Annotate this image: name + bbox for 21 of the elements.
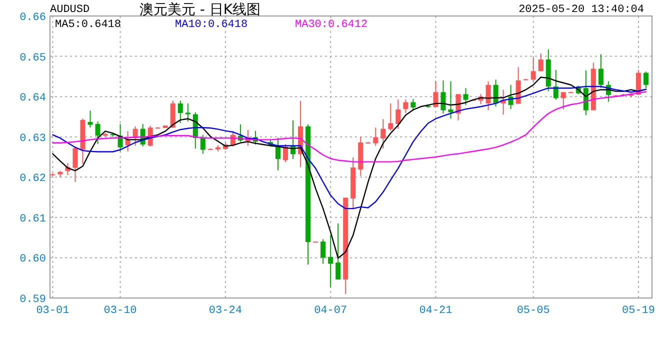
y-tick-label: 0.59 <box>20 294 46 306</box>
x-tick-label: 03-01 <box>36 305 70 317</box>
y-axis-title: AUDUSD <box>50 4 90 16</box>
annotation: 2025-05-20 13:40:04 <box>518 4 644 16</box>
x-tick-label: 04-21 <box>419 305 453 317</box>
chart-title: 澳元美元 - 日K线图 <box>139 2 261 18</box>
x-tick-label: 05-05 <box>516 305 550 317</box>
x-tick-label: 03-10 <box>104 305 137 317</box>
text: MA10:0.6418 <box>175 19 248 31</box>
y-tick-label: 0.62 <box>20 173 46 186</box>
x-tick-label: 05-19 <box>622 305 655 317</box>
y-tick-label: 0.64 <box>20 92 46 105</box>
y-tick-label: 0.66 <box>20 12 46 24</box>
y-tick-label: 0.60 <box>20 254 46 266</box>
text: MA5:0.6418 <box>55 19 122 31</box>
y-tick-label: 0.61 <box>20 213 46 226</box>
x-tick-label: 04-07 <box>314 305 348 317</box>
text: MA30:0.6412 <box>295 19 368 31</box>
x-tick-label: 03-24 <box>208 305 242 317</box>
y-tick-label: 0.63 <box>20 132 46 145</box>
y-tick-label: 0.65 <box>20 52 46 64</box>
